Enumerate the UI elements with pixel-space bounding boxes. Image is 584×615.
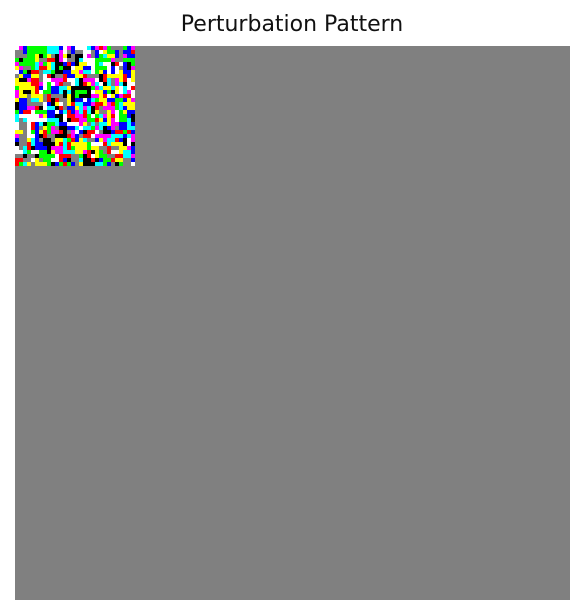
perturbation-canvas: [15, 46, 570, 600]
figure-title: Perturbation Pattern: [180, 12, 404, 37]
perturbation-image: [15, 46, 570, 600]
